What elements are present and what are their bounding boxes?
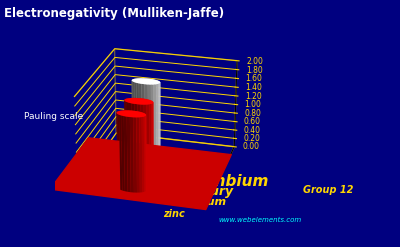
- Text: Electronegativity (Mulliken-Jaffe): Electronegativity (Mulliken-Jaffe): [4, 7, 224, 21]
- Text: Group 12: Group 12: [303, 185, 353, 195]
- Text: www.webelements.com: www.webelements.com: [218, 217, 302, 223]
